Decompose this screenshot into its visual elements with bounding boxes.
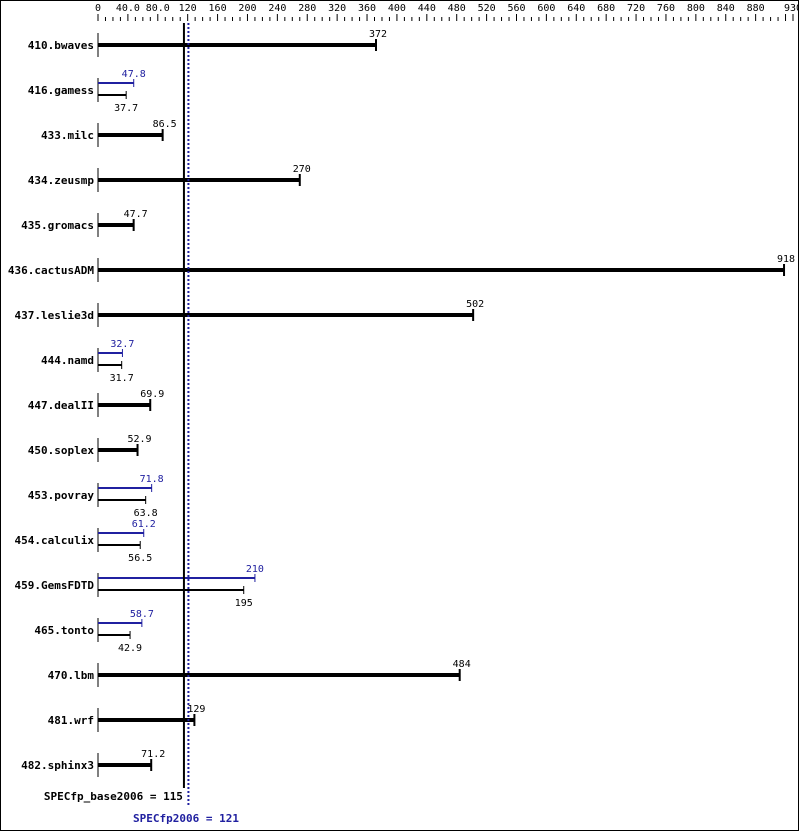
- base-value-label: 52.9: [127, 434, 151, 445]
- peak-value-label: 32.7: [110, 339, 134, 350]
- category-label: 434.zeusmp: [28, 174, 95, 187]
- category-label: 454.calculix: [15, 534, 95, 547]
- peak-value-label: 71.8: [140, 474, 164, 485]
- category-label: 450.soplex: [28, 444, 95, 457]
- x-tick-label: 40.0: [116, 3, 140, 14]
- base-value-label: 31.7: [110, 373, 134, 384]
- x-tick-label: 560: [507, 3, 525, 14]
- base-value-label: 63.8: [134, 508, 158, 519]
- peak-value-label: 210: [246, 564, 264, 575]
- x-tick-label: 640: [567, 3, 585, 14]
- x-tick-label: 320: [328, 3, 346, 14]
- category-label: 433.milc: [41, 129, 94, 142]
- x-tick-label: 360: [358, 3, 376, 14]
- category-label: 453.povray: [28, 489, 95, 502]
- base-value-label: 918: [777, 254, 795, 265]
- x-tick-label: 240: [268, 3, 286, 14]
- base-value-label: 86.5: [153, 119, 177, 130]
- category-label: 465.tonto: [34, 624, 94, 637]
- x-tick-label: 720: [627, 3, 645, 14]
- x-tick-label: 200: [238, 3, 256, 14]
- category-label: 481.wrf: [48, 714, 94, 727]
- base-value-label: 270: [293, 164, 311, 175]
- base-value-label: 129: [187, 704, 205, 715]
- base-value-label: 484: [453, 659, 471, 670]
- x-tick-label: 400: [388, 3, 406, 14]
- peak-value-label: 61.2: [132, 519, 156, 530]
- peak-value-label: 47.8: [122, 69, 146, 80]
- category-label: 436.cactusADM: [8, 264, 94, 277]
- category-label: 410.bwaves: [28, 39, 94, 52]
- peak-reference-label: SPECfp2006 = 121: [133, 812, 239, 825]
- x-tick-label: 0: [95, 3, 101, 14]
- x-tick-label: 160: [209, 3, 227, 14]
- base-value-label: 47.7: [124, 209, 148, 220]
- x-tick-label: 440: [418, 3, 436, 14]
- x-tick-label: 680: [597, 3, 615, 14]
- category-label: 437.leslie3d: [15, 309, 94, 322]
- base-reference-label: SPECfp_base2006 = 115: [44, 790, 183, 803]
- x-tick-label: 840: [717, 3, 735, 14]
- category-label: 435.gromacs: [21, 219, 94, 232]
- x-tick-label: 520: [478, 3, 496, 14]
- x-tick-label: 800: [687, 3, 705, 14]
- category-label: 444.namd: [41, 354, 94, 367]
- x-tick-label: 880: [747, 3, 765, 14]
- base-value-label: 195: [235, 598, 253, 609]
- x-tick-label: 600: [537, 3, 555, 14]
- category-label: 482.sphinx3: [21, 759, 94, 772]
- peak-value-label: 58.7: [130, 609, 154, 620]
- x-tick-label: 480: [448, 3, 466, 14]
- x-tick-label: 80.0: [146, 3, 170, 14]
- category-label: 447.dealII: [28, 399, 94, 412]
- category-label: 416.gamess: [28, 84, 94, 97]
- x-tick-label: 280: [298, 3, 316, 14]
- x-tick-label: 120: [179, 3, 197, 14]
- base-value-label: 372: [369, 29, 387, 40]
- x-tick-label: 930: [784, 3, 798, 14]
- base-value-label: 71.2: [141, 749, 165, 760]
- category-label: 470.lbm: [48, 669, 95, 682]
- base-value-label: 42.9: [118, 643, 142, 654]
- x-tick-label: 760: [657, 3, 675, 14]
- base-value-label: 69.9: [140, 389, 164, 400]
- base-value-label: 502: [466, 299, 484, 310]
- category-label: 459.GemsFDTD: [15, 579, 95, 592]
- base-value-label: 37.7: [114, 103, 138, 114]
- base-value-label: 56.5: [128, 553, 152, 564]
